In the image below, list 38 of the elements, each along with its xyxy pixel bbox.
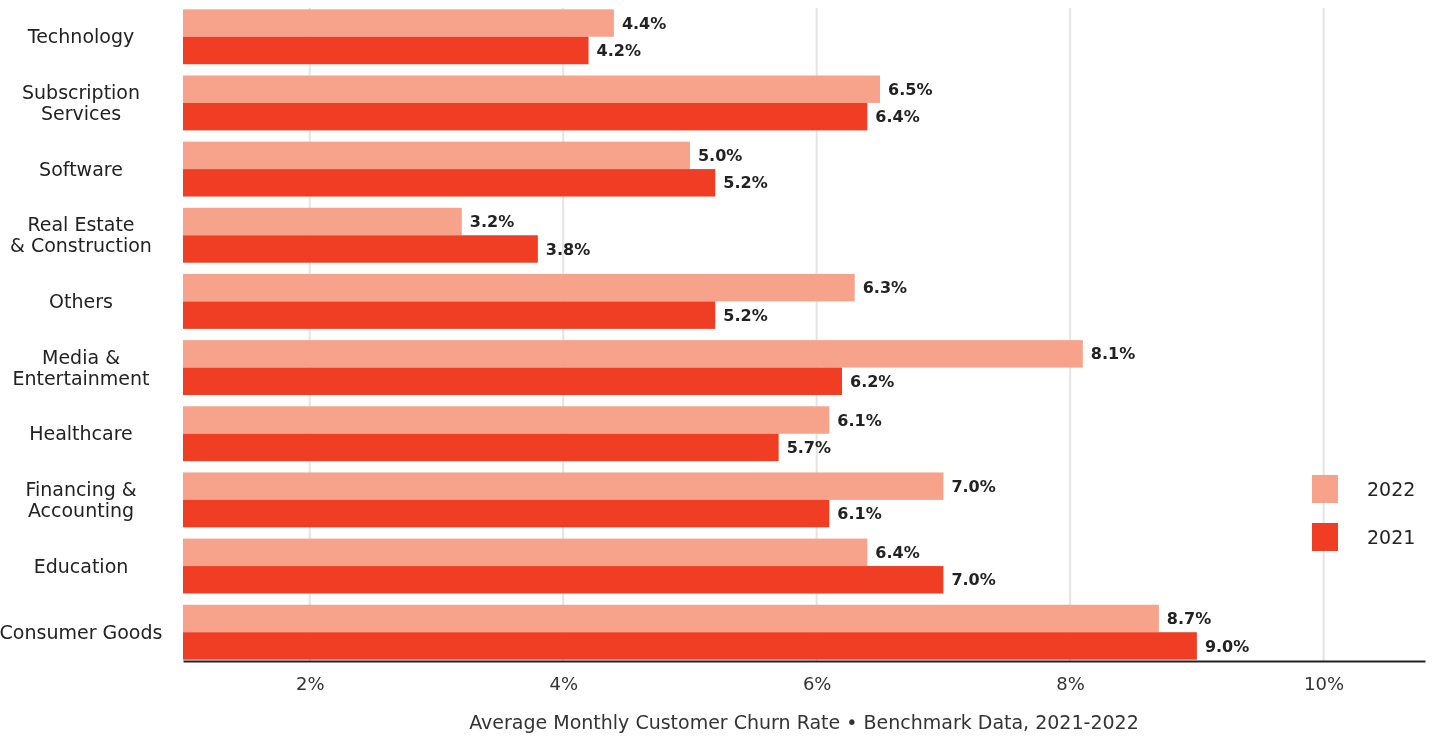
data-label: 4.4%	[621, 13, 667, 33]
data-label: 5.2%	[723, 305, 768, 325]
legend-label: 2022	[1367, 477, 1416, 500]
data-label: 6.2%	[850, 371, 895, 391]
data-label: 3.8%	[545, 239, 591, 259]
x-tick-label: 4%	[549, 672, 578, 694]
y-tick-label: Healthcare	[29, 422, 133, 445]
x-tick-label: 2%	[295, 672, 325, 694]
data-label: 5.7%	[786, 438, 832, 458]
y-tick-label: Media & Entertainment	[12, 345, 150, 389]
y-tick-label: Others	[49, 290, 113, 313]
data-label: 8.7%	[1166, 609, 1212, 629]
x-tick-label: 10%	[1304, 672, 1345, 694]
x-tick-label: 8%	[1056, 672, 1085, 694]
legend-label: 2021	[1367, 525, 1416, 548]
x-axis-title: Average Monthly Customer Churn Rate • Benchmark Data, 2021-2022	[469, 711, 1139, 733]
data-label: 7.0%	[951, 476, 996, 496]
data-label: 9.0%	[1204, 636, 1250, 656]
y-tick-label: Technology	[26, 25, 135, 48]
y-tick-label: Consumer Goods	[0, 620, 163, 643]
y-tick-label: Software	[39, 157, 123, 180]
data-label: 6.4%	[875, 542, 920, 562]
data-label: 5.0%	[697, 145, 743, 165]
data-label: 6.5%	[888, 79, 933, 99]
data-label: 3.2%	[469, 212, 515, 232]
x-tick-label: 6%	[802, 672, 832, 694]
y-tick-label: Subscription Services	[21, 81, 141, 125]
data-label: 7.0%	[951, 570, 996, 590]
data-label: 6.4%	[875, 107, 920, 127]
y-tick-label: Education	[33, 554, 129, 577]
data-label: 5.2%	[723, 173, 768, 193]
data-label: 6.1%	[837, 504, 882, 524]
data-label: 6.3%	[862, 278, 908, 298]
data-label: 6.1%	[837, 410, 882, 430]
y-tick-label: Financing & Accounting	[25, 478, 137, 522]
data-label: 8.1%	[1090, 344, 1136, 364]
data-label: 4.2%	[596, 41, 641, 61]
y-tick-label: Real Estate & Construction	[10, 213, 152, 257]
